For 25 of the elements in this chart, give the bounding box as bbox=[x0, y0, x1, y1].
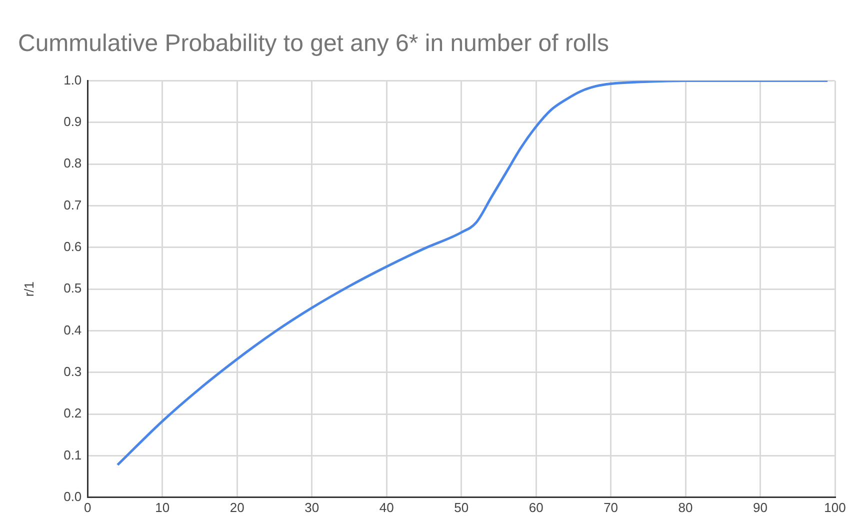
y-tick-label: 0.2 bbox=[64, 406, 82, 421]
line-series bbox=[116, 80, 829, 466]
y-tick-label: 0.4 bbox=[64, 322, 82, 338]
x-tick-label: 40 bbox=[379, 500, 394, 515]
y-tick-label: 0.7 bbox=[64, 197, 82, 212]
x-tick-label: 70 bbox=[604, 500, 618, 515]
y-tick-label: 0.6 bbox=[64, 239, 82, 254]
x-tick-label: 80 bbox=[678, 500, 693, 515]
y-tick-label: 0.9 bbox=[64, 114, 82, 130]
y-tick-label: 0.1 bbox=[64, 447, 82, 462]
y-tick-label: 0.0 bbox=[64, 488, 82, 504]
y-tick-label: 0.8 bbox=[64, 156, 82, 171]
y-axis-title: r/1 bbox=[21, 282, 36, 297]
chart-title: Cummulative Probability to get any 6* in number of rolls bbox=[18, 30, 609, 58]
x-tick-label: 10 bbox=[155, 500, 170, 515]
x-tick-label: 50 bbox=[454, 500, 469, 515]
x-tick-label: 100 bbox=[824, 500, 846, 515]
x-tick-label: 20 bbox=[230, 500, 244, 515]
x-tick-label: 30 bbox=[304, 500, 320, 515]
y-tick-label: 0.3 bbox=[64, 364, 82, 379]
y-tick-label: 0.5 bbox=[64, 280, 82, 296]
x-tick-label: 90 bbox=[753, 500, 768, 515]
y-tick-label: 1.0 bbox=[64, 72, 82, 88]
x-tick-label: 0 bbox=[84, 500, 92, 515]
x-tick-label: 60 bbox=[528, 500, 544, 515]
